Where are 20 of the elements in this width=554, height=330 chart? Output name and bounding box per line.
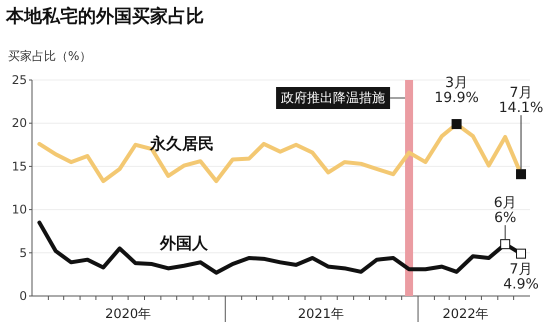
- y-tick-label: 0: [19, 289, 27, 303]
- annotation: 7月 4.9%: [503, 262, 539, 293]
- ref-line-label: 政府推出降温措施: [281, 90, 386, 106]
- y-axis-title: 买家占比（%）: [8, 49, 92, 63]
- y-tick-label: 15: [12, 159, 27, 174]
- series-label: 外国人: [159, 233, 210, 252]
- series-label: 永久居民: [149, 134, 214, 154]
- point: [516, 248, 526, 259]
- annotation: 7月 14.1%: [498, 85, 544, 116]
- y-tick-label: 20: [12, 116, 27, 130]
- x-tick-label: 2020年: [105, 307, 152, 322]
- y-tick-label: 25: [12, 73, 27, 87]
- chart-title: 本地私宅的外国买家占比: [5, 6, 204, 27]
- x-tick-label: 2021年: [298, 307, 344, 322]
- y-tick-label: 5: [19, 246, 27, 260]
- point: [500, 239, 510, 250]
- annotation: 6月 6%: [494, 195, 517, 226]
- x-tick-label: 2022年: [442, 307, 489, 322]
- annotation: 3月 19.9%: [434, 75, 479, 106]
- y-tick-label: 10: [12, 202, 27, 217]
